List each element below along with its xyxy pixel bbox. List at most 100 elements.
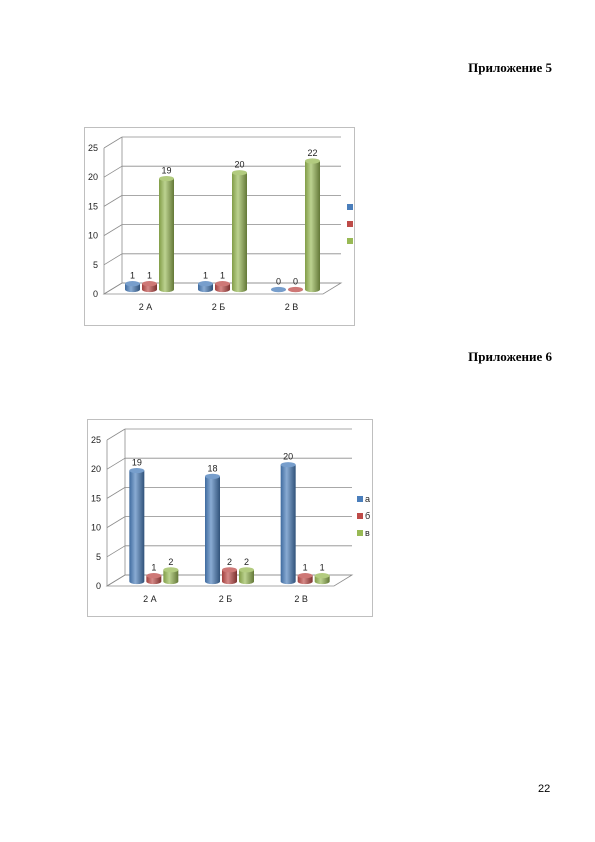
data-label: 0 <box>293 277 298 287</box>
data-label: 1 <box>203 271 208 281</box>
bar-body <box>205 476 220 585</box>
page-number: 22 <box>538 783 551 795</box>
category-label: 2 А <box>139 302 153 312</box>
gridline-side <box>103 195 123 207</box>
category-label: 2 Б <box>219 594 233 604</box>
legend-swatch <box>347 221 353 227</box>
legend-entry: а <box>365 494 370 504</box>
bar-top <box>142 281 157 287</box>
data-label: 20 <box>234 160 244 170</box>
legend-swatch <box>357 530 363 536</box>
bar-top <box>314 573 330 579</box>
bar-в-2 <box>314 573 330 585</box>
bar-body <box>280 464 296 585</box>
bar-top <box>163 567 179 573</box>
legend-swatch <box>347 204 353 210</box>
data-label: 1 <box>220 271 225 281</box>
data-label: 20 <box>283 452 293 462</box>
bar-body <box>222 569 237 585</box>
legend-entry: б <box>365 511 370 521</box>
y-tick-label: 5 <box>96 552 101 562</box>
y-tick-label: 25 <box>91 435 101 445</box>
bar-top <box>280 462 296 468</box>
bar-top <box>205 473 220 479</box>
gridline-side <box>106 457 126 470</box>
gridline-side <box>103 165 123 178</box>
bar-top <box>305 158 320 164</box>
bar-а-2 <box>271 286 286 293</box>
chart-floor <box>102 282 343 295</box>
bar-в-2 <box>305 158 320 293</box>
legend-entry: в <box>365 528 370 538</box>
bar-в-1 <box>232 170 247 293</box>
gridline-side <box>106 428 126 441</box>
data-label: 1 <box>147 271 152 281</box>
category-label: 2 Б <box>212 302 226 312</box>
data-label: 22 <box>307 148 317 158</box>
bar-top <box>288 286 303 293</box>
bar-б-0 <box>146 573 162 585</box>
legend-swatch <box>357 496 363 502</box>
bar-в-0 <box>159 175 174 293</box>
bar-top <box>125 281 140 287</box>
bar-top <box>146 573 162 579</box>
bar-а-2 <box>280 462 296 585</box>
gridline-side <box>106 545 126 558</box>
bar-body <box>232 172 247 293</box>
y-tick-label: 10 <box>88 231 98 241</box>
bar-б-2 <box>297 573 313 585</box>
bar-top <box>222 567 237 573</box>
bar-top <box>198 281 213 287</box>
data-label: 2 <box>244 557 249 567</box>
y-tick-label: 5 <box>93 260 98 270</box>
data-label: 18 <box>207 463 217 473</box>
gridline-side <box>103 136 123 149</box>
y-tick-label: 15 <box>88 201 98 211</box>
bar-б-1 <box>215 281 230 293</box>
bar-б-1 <box>222 567 237 585</box>
bar-а-1 <box>205 473 220 585</box>
bar-top <box>239 567 254 573</box>
y-tick-label: 20 <box>91 464 101 474</box>
legend-swatch <box>347 238 353 244</box>
bar-а-0 <box>129 467 145 585</box>
bar-в-0 <box>163 567 179 585</box>
bar-top <box>129 467 145 474</box>
data-label: 19 <box>132 458 142 468</box>
bar-body <box>129 470 145 585</box>
chart-floor <box>105 574 354 587</box>
y-tick-label: 10 <box>91 523 101 533</box>
y-tick-label: 0 <box>96 581 101 591</box>
gridline-side <box>106 487 126 499</box>
y-tick-label: 0 <box>93 289 98 299</box>
category-label: 2 В <box>294 594 308 604</box>
category-label: 2 В <box>285 302 299 312</box>
bar-top <box>215 281 230 287</box>
data-label: 2 <box>227 557 232 567</box>
data-label: 19 <box>161 166 171 176</box>
bar-б-0 <box>142 281 157 293</box>
bar-body <box>159 178 174 293</box>
bar-а-1 <box>198 281 213 293</box>
bar-в-1 <box>239 567 254 585</box>
bar-top <box>159 175 174 182</box>
appendix-5-heading: Приложение 5 <box>468 60 552 75</box>
y-tick-label: 15 <box>91 493 101 503</box>
data-label: 1 <box>151 563 156 573</box>
data-label: 0 <box>276 277 281 287</box>
bar-а-0 <box>125 281 140 293</box>
bar-body <box>239 569 254 585</box>
gridline-side <box>103 224 123 236</box>
data-label: 1 <box>130 271 135 281</box>
bar-top <box>232 170 247 176</box>
data-label: 2 <box>168 557 173 567</box>
data-label: 1 <box>320 563 325 573</box>
y-tick-label: 25 <box>88 143 98 153</box>
y-tick-label: 20 <box>88 172 98 182</box>
gridline-side <box>103 253 123 266</box>
bar-top <box>297 573 313 579</box>
gridline-side <box>106 516 126 528</box>
